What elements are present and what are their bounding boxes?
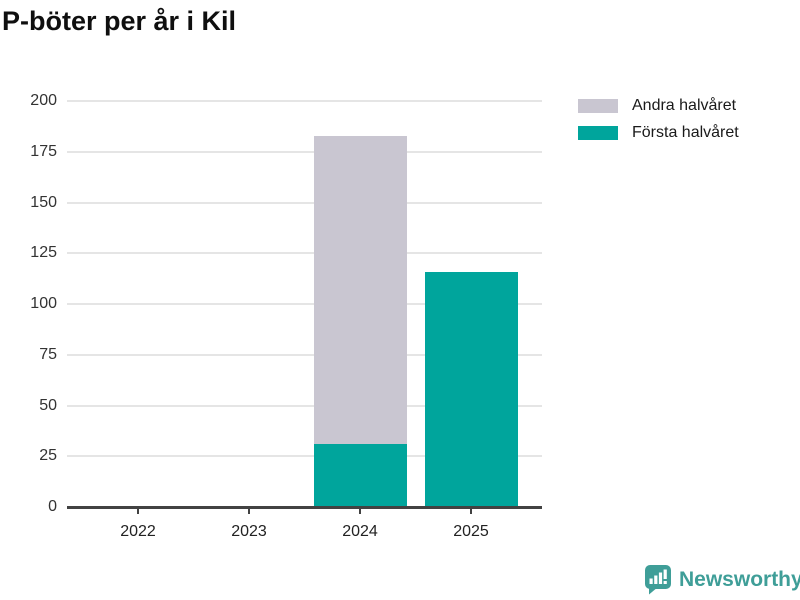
- gridline: [67, 353, 542, 356]
- y-tick-label: 75: [39, 345, 57, 363]
- chart-title: P-böter per år i Kil: [2, 6, 237, 36]
- x-tick: [137, 508, 139, 514]
- y-tick-label: 175: [30, 142, 57, 160]
- legend-swatch: [578, 126, 618, 140]
- y-tick-label: 25: [39, 447, 57, 465]
- y-tick-label: 150: [30, 193, 57, 211]
- x-tick: [470, 508, 472, 514]
- y-tick-label: 50: [39, 396, 57, 414]
- x-tick-label-2024: 2024: [342, 523, 378, 540]
- bar-segment-andra-halvåret-2024: [313, 135, 407, 445]
- gridline: [67, 150, 542, 153]
- y-tick-label: 125: [30, 244, 57, 262]
- legend-swatch: [578, 99, 618, 113]
- newsworthy-chart-bubble-icon: [644, 564, 672, 595]
- x-axis-line: [67, 505, 542, 509]
- gridline: [67, 100, 542, 102]
- legend-item-andra-halvåret: Andra halvåret: [578, 97, 739, 115]
- newsworthy-brand-link[interactable]: Newsworthy: [644, 564, 800, 595]
- y-tick-label: 0: [48, 498, 57, 515]
- x-tick-label-2022: 2022: [120, 523, 156, 540]
- y-tick-label: 100: [30, 295, 57, 312]
- x-tick: [248, 508, 250, 514]
- gridline: [67, 201, 542, 204]
- brand-name: Newsworthy: [679, 568, 800, 591]
- legend-item-första-halvåret: Första halvåret: [578, 124, 739, 142]
- x-tick-label-2025: 2025: [453, 523, 489, 540]
- x-tick-label-2023: 2023: [231, 523, 267, 540]
- chart-legend: Andra halvåret Första halvåret: [578, 97, 739, 151]
- gridline: [67, 252, 542, 255]
- x-tick: [359, 508, 361, 514]
- bar-segment-första-halvåret-2024: [313, 444, 407, 507]
- legend-label: Första halvåret: [632, 124, 739, 141]
- gridline: [67, 455, 542, 458]
- legend-label: Andra halvåret: [632, 97, 737, 114]
- bar-segment-första-halvåret-2025: [424, 271, 518, 507]
- gridline: [67, 404, 542, 407]
- gridline: [67, 303, 542, 305]
- y-tick-label: 200: [30, 92, 57, 109]
